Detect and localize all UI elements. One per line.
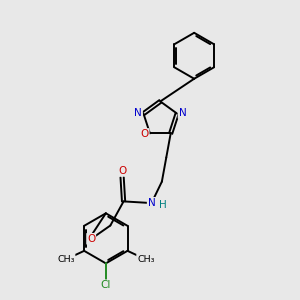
Text: N: N: [178, 108, 186, 118]
Text: N: N: [148, 198, 155, 208]
Text: N: N: [134, 108, 142, 118]
Text: H: H: [159, 200, 166, 210]
Text: O: O: [140, 129, 149, 139]
Text: CH₃: CH₃: [137, 255, 154, 264]
Text: O: O: [87, 234, 95, 244]
Text: O: O: [118, 166, 126, 176]
Text: Cl: Cl: [100, 280, 111, 290]
Text: CH₃: CH₃: [57, 255, 75, 264]
